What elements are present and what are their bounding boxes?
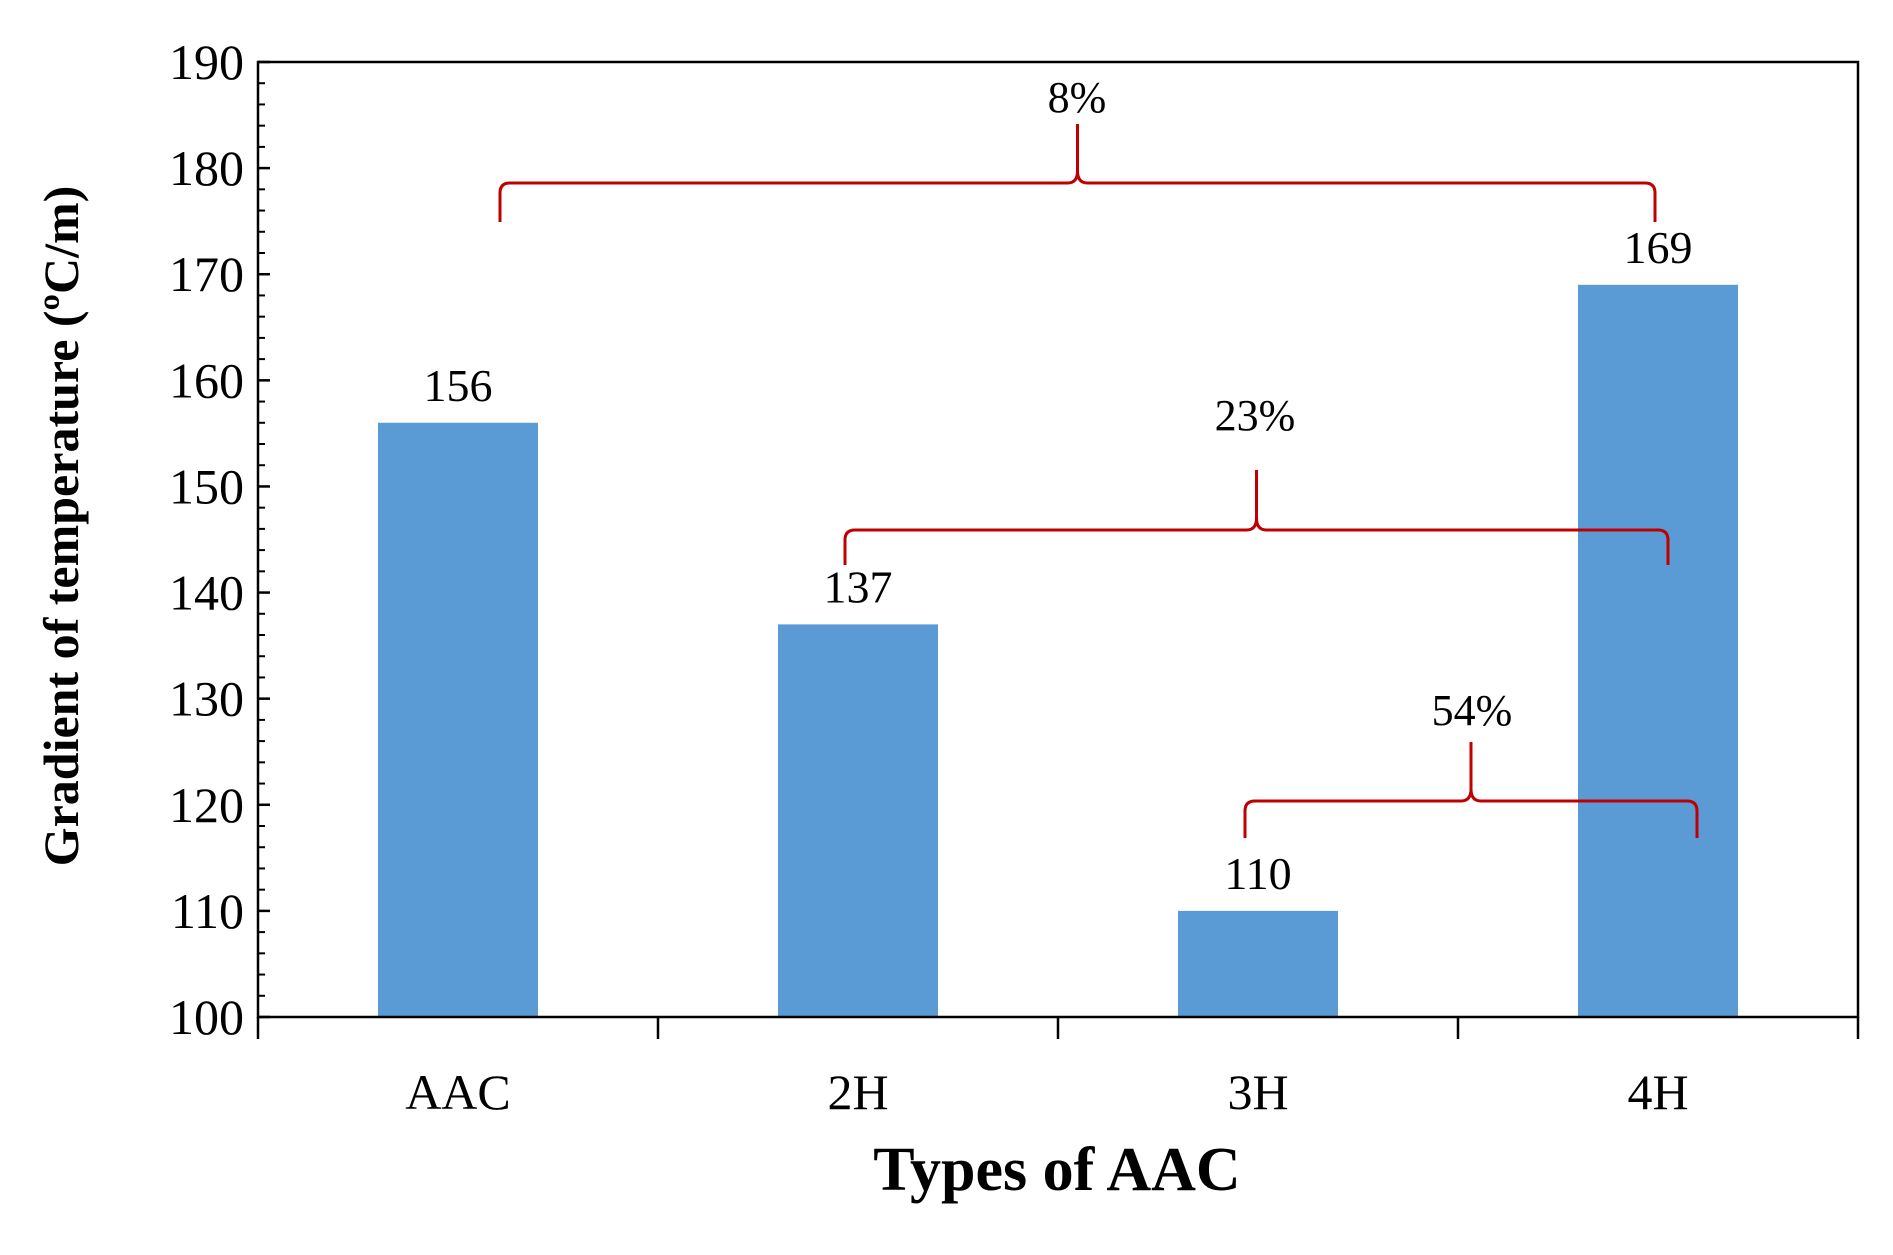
y-tick-label: 190 [169,34,244,90]
brace-2 [843,470,1670,565]
bar-AAC [378,422,538,1017]
bar-3H [1178,910,1338,1017]
data-label-2H: 137 [824,561,893,612]
y-tick-label: 160 [169,352,244,408]
x-tick-label-4H: 4H [1627,1064,1688,1120]
y-tick-label: 100 [169,989,244,1045]
y-axis-title: Gradient of temperature (ºC/m) [33,186,89,867]
y-tick-label: 180 [169,140,244,196]
y-tick-label: 170 [169,246,244,302]
y-tick-label: 110 [171,883,244,939]
data-label-3H: 110 [1224,848,1291,899]
x-tick-label-3H: 3H [1227,1064,1288,1120]
y-tick-label: 150 [169,458,244,514]
x-tick-label-AAC: AAC [405,1064,511,1120]
data-label-AAC: 156 [424,360,493,411]
bar-2H [778,624,938,1017]
brace-1 [498,124,1657,222]
y-tick-label: 130 [169,671,244,727]
brace-3 [1243,742,1699,838]
y-tick-label: 140 [169,565,244,621]
x-axis-title: Types of AAC [873,1136,1240,1204]
annotation-label-3: 54% [1432,686,1513,735]
annotation-label-1: 8% [1048,73,1107,122]
annotation-label-2: 23% [1215,391,1296,440]
bar-4H [1578,284,1738,1017]
x-tick-label-2H: 2H [827,1064,888,1120]
y-tick-label: 120 [169,777,244,833]
plot-area: 100 110 120 130 140 150 160 170 180 190 AAC 2H 3H 4H 1… [169,34,1860,1120]
data-label-4H: 169 [1624,222,1693,273]
